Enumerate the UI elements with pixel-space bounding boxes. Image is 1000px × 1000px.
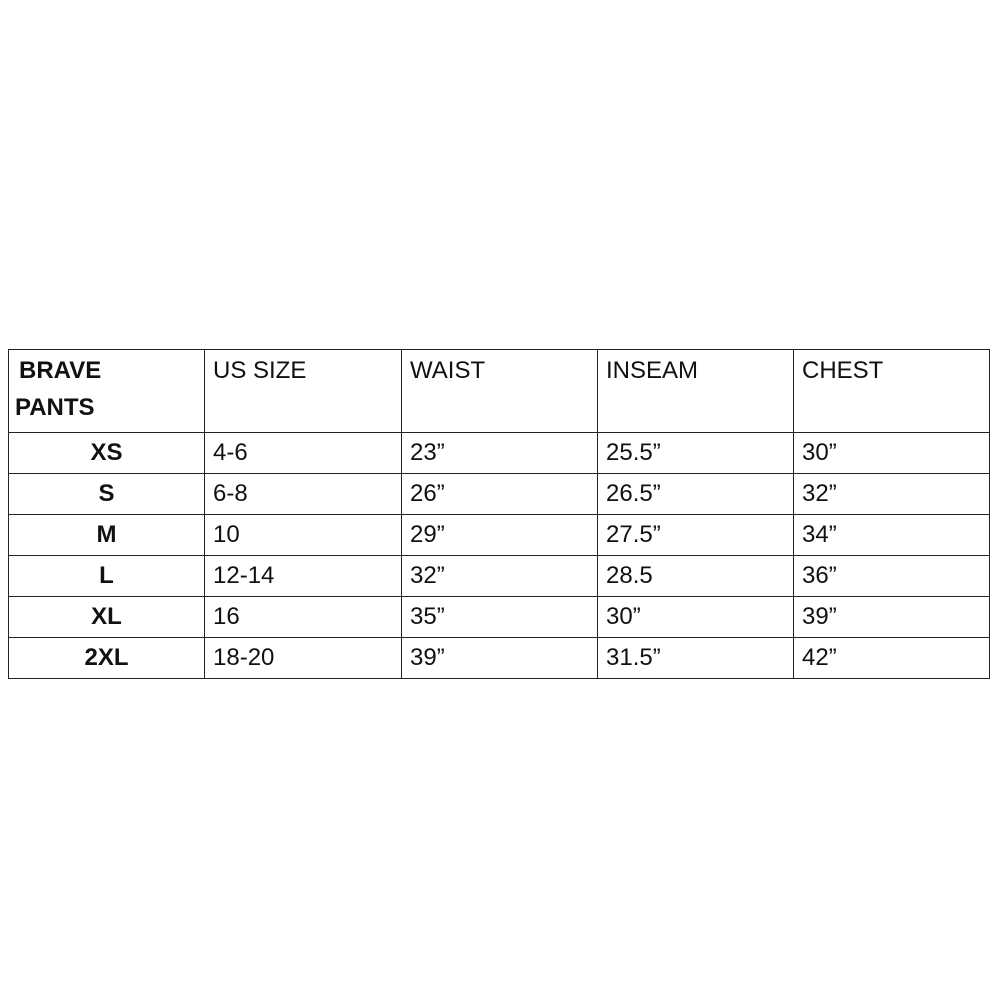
table-row: 2XL 18-20 39” 31.5” 42” — [8, 637, 990, 679]
header-product: BRAVE PANTS — [8, 349, 205, 433]
chest-cell: 36” — [793, 555, 990, 597]
waist-cell: 39” — [401, 637, 598, 679]
chest-cell: 42” — [793, 637, 990, 679]
chest-cell: 34” — [793, 514, 990, 556]
size-cell: XS — [8, 432, 205, 474]
header-product-line1: BRAVE — [19, 357, 102, 384]
waist-cell: 23” — [401, 432, 598, 474]
inseam-cell: 31.5” — [597, 637, 794, 679]
inseam-cell: 27.5” — [597, 514, 794, 556]
waist-cell: 32” — [401, 555, 598, 597]
header-inseam: INSEAM — [597, 349, 794, 433]
chest-cell: 32” — [793, 473, 990, 515]
waist-cell: 35” — [401, 596, 598, 638]
size-chart-table: BRAVE PANTS US SIZE WAIST INSEAM CHEST X… — [8, 349, 990, 679]
waist-cell: 29” — [401, 514, 598, 556]
header-chest: CHEST — [793, 349, 990, 433]
size-cell: L — [8, 555, 205, 597]
header-row: BRAVE PANTS US SIZE WAIST INSEAM CHEST — [8, 349, 990, 433]
table-row: L 12-14 32” 28.5 36” — [8, 555, 990, 597]
header-waist: WAIST — [401, 349, 598, 433]
waist-cell: 26” — [401, 473, 598, 515]
size-cell: M — [8, 514, 205, 556]
size-cell: 2XL — [8, 637, 205, 679]
us-size-cell: 12-14 — [204, 555, 402, 597]
header-us-size: US SIZE — [204, 349, 402, 433]
us-size-cell: 10 — [204, 514, 402, 556]
table-row: S 6-8 26” 26.5” 32” — [8, 473, 990, 515]
chest-cell: 39” — [793, 596, 990, 638]
us-size-cell: 18-20 — [204, 637, 402, 679]
us-size-cell: 16 — [204, 596, 402, 638]
inseam-cell: 26.5” — [597, 473, 794, 515]
us-size-cell: 4-6 — [204, 432, 402, 474]
header-product-line2: PANTS — [15, 394, 95, 421]
us-size-cell: 6-8 — [204, 473, 402, 515]
size-cell: S — [8, 473, 205, 515]
chest-cell: 30” — [793, 432, 990, 474]
table-row: XL 16 35” 30” 39” — [8, 596, 990, 638]
inseam-cell: 25.5” — [597, 432, 794, 474]
size-cell: XL — [8, 596, 205, 638]
inseam-cell: 30” — [597, 596, 794, 638]
table-row: XS 4-6 23” 25.5” 30” — [8, 432, 990, 474]
inseam-cell: 28.5 — [597, 555, 794, 597]
table-row: M 10 29” 27.5” 34” — [8, 514, 990, 556]
